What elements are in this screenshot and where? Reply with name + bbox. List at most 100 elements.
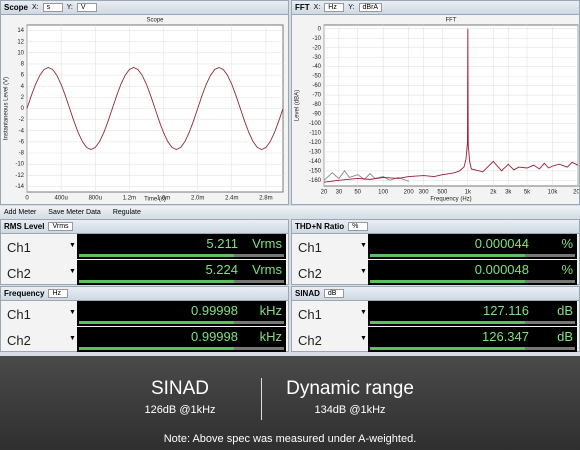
y-tick-label: -4 bbox=[19, 128, 25, 134]
y-tick-label: -70 bbox=[312, 93, 321, 99]
channel-dropdown[interactable]: ▼ bbox=[69, 242, 76, 249]
gauge-bg bbox=[233, 254, 284, 257]
y-tick-label: -140 bbox=[309, 159, 322, 165]
reading-unit: dB bbox=[557, 303, 573, 318]
gauge-bg bbox=[233, 347, 284, 350]
y-tick-label: 2 bbox=[21, 95, 25, 101]
meter-unit[interactable]: dB bbox=[323, 289, 344, 298]
x-unit[interactable]: Hz bbox=[324, 3, 345, 12]
y-unit[interactable]: V bbox=[76, 3, 97, 12]
gauge bbox=[370, 254, 527, 257]
y-axis-label: Instantaneous Level (V) bbox=[4, 77, 10, 140]
y-tick-label: -12 bbox=[15, 173, 24, 179]
y-tick-label: -20 bbox=[312, 45, 321, 51]
reading: 5.211 bbox=[206, 236, 238, 251]
channel: Ch2 bbox=[298, 266, 322, 281]
channel-dropdown[interactable]: ▼ bbox=[69, 309, 76, 316]
y-tick-label: -30 bbox=[312, 55, 321, 61]
reading-unit: % bbox=[561, 236, 573, 251]
meter-row: Ch2 ▼ 0.99998 kHz bbox=[1, 326, 288, 353]
trace bbox=[26, 66, 284, 151]
gauge-bg bbox=[524, 254, 575, 257]
reading-unit: Vrms bbox=[252, 236, 282, 251]
reading-unit: Vrms bbox=[252, 262, 282, 277]
y-tick-label: -40 bbox=[312, 64, 321, 70]
y-tick-label: 12 bbox=[17, 39, 24, 45]
x-tick-label: 3k bbox=[505, 190, 512, 196]
panel-title: Scope bbox=[4, 3, 29, 12]
dr-value: 134dB @1kHz bbox=[314, 404, 386, 416]
x-unit[interactable]: s bbox=[42, 3, 63, 12]
reading-unit: kHz bbox=[259, 303, 282, 318]
meter-row: Ch1 ▼ 0.000044% bbox=[292, 233, 579, 260]
meter-toolbar: Add Meter Save Meter Data Regulate bbox=[0, 206, 580, 218]
x-tick-label: 2.0m bbox=[191, 196, 204, 202]
y-tick-label: 0 bbox=[318, 26, 322, 32]
gauge bbox=[79, 280, 236, 283]
meter-row: Ch1 ▼ 5.211 Vrms bbox=[1, 233, 288, 260]
meter-row: Ch2 ▼ 126.347 dB bbox=[292, 326, 579, 353]
y-label: Y: bbox=[66, 4, 73, 11]
y-tick-label: 14 bbox=[17, 28, 24, 34]
channel-dropdown[interactable]: ▼ bbox=[360, 268, 367, 275]
y-tick-label: 0 bbox=[21, 106, 25, 112]
plot-area bbox=[323, 24, 579, 187]
trace bbox=[323, 28, 579, 183]
x-tick-label: 2k bbox=[490, 190, 497, 196]
meter-row: Ch2 ▼ 5.224 Vrms bbox=[1, 259, 288, 286]
channel: Ch2 bbox=[7, 266, 31, 281]
dr-title: Dynamic range bbox=[286, 378, 414, 399]
channel-dropdown[interactable]: ▼ bbox=[69, 268, 76, 275]
add-meter-button[interactable]: Add Meter bbox=[4, 208, 37, 216]
meter-panel: SINAD dB Ch1 ▼ 127.116 dB Ch2 ▼ 126.347 dB bbox=[291, 286, 580, 352]
gauge-bg bbox=[524, 280, 575, 283]
save-meter-button[interactable]: Save Meter Data bbox=[48, 208, 101, 216]
reading: 127.116 bbox=[482, 303, 529, 318]
meter-unit[interactable]: Hz bbox=[48, 289, 69, 298]
y-tick-label: -90 bbox=[312, 112, 321, 118]
channel-dropdown[interactable]: ▼ bbox=[360, 335, 367, 342]
meter-panel: THD+N Ratio% Ch1 ▼ 0.000044% Ch2 ▼ 0.000048% bbox=[291, 219, 580, 285]
gauge bbox=[370, 280, 527, 283]
channel-dropdown[interactable]: ▼ bbox=[360, 242, 367, 249]
meter-unit[interactable]: % bbox=[348, 222, 369, 231]
y-tick-label: -50 bbox=[312, 74, 321, 80]
y-tick-label: -80 bbox=[312, 102, 321, 108]
y-tick-label: -10 bbox=[312, 36, 321, 42]
x-tick-label: 1k bbox=[465, 190, 472, 196]
channel: Ch2 bbox=[7, 333, 31, 348]
chart-title: FFT bbox=[446, 18, 457, 24]
meter-header: THD+N Ratio% bbox=[292, 220, 579, 234]
channel: Ch1 bbox=[7, 307, 31, 322]
channel: Ch1 bbox=[298, 307, 322, 322]
x-tick-label: 300 bbox=[419, 190, 430, 196]
regulate-button[interactable]: Regulate bbox=[112, 208, 141, 216]
y-tick-label: -10 bbox=[15, 162, 24, 168]
meter-row: Ch1 ▼ 127.116 dB bbox=[292, 300, 579, 327]
reading: 126.347 bbox=[482, 329, 529, 344]
meter-header: SINAD dB bbox=[292, 287, 579, 301]
meter-row: Ch2 ▼ 0.000048% bbox=[292, 259, 579, 286]
chart-panel: Scope X: s Y: V Scope Time (s) Instantaneous Le… bbox=[0, 0, 289, 205]
y-tick-label: 10 bbox=[17, 50, 24, 56]
meter-unit[interactable]: Vrms bbox=[48, 222, 73, 231]
gauge bbox=[370, 321, 527, 324]
gauge bbox=[79, 321, 236, 324]
y-unit[interactable]: dBrA bbox=[358, 3, 383, 12]
banner: SINAD 126dB @1kHz Dynamic range 134dB @1… bbox=[0, 356, 580, 450]
display: 5.211 Vrms bbox=[77, 234, 286, 259]
x-tick-label: 1.2m bbox=[123, 196, 136, 202]
meter-panel: Frequency Hz Ch1 ▼ 0.99998 kHz Ch2 ▼ 0.99998 kHz bbox=[0, 286, 289, 352]
gauge bbox=[79, 347, 236, 350]
x-tick-label: 2.4m bbox=[225, 196, 238, 202]
channel-dropdown[interactable]: ▼ bbox=[360, 309, 367, 316]
x-label: X: bbox=[313, 4, 321, 11]
x-tick-label: 800u bbox=[89, 196, 102, 202]
channel-dropdown[interactable]: ▼ bbox=[69, 335, 76, 342]
display: 0.000048% bbox=[368, 260, 577, 285]
y-tick-label: 4 bbox=[21, 84, 25, 90]
y-tick-label: -110 bbox=[309, 131, 321, 137]
channel: Ch1 bbox=[298, 240, 322, 255]
x-tick-label: 200 bbox=[404, 190, 415, 196]
